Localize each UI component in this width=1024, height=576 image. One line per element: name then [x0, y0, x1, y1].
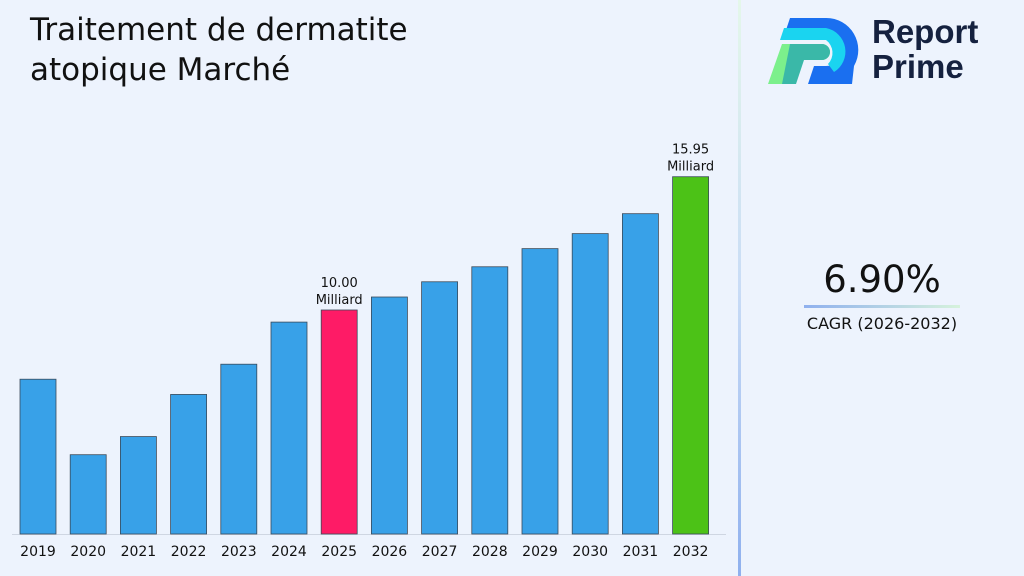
chart-title: Traitement de dermatite atopique Marché	[30, 12, 408, 88]
data-label-value: 15.95	[672, 143, 709, 158]
bar-2031	[622, 213, 659, 535]
bar-2019	[19, 378, 57, 535]
cagr-label: CAGR (2026-2032)	[806, 314, 958, 333]
x-tick-label: 2030	[572, 544, 608, 560]
data-label-value: 10.00	[321, 276, 358, 291]
bar-chart: 2019 2020 2021 2022 2023 2024 2025 10.00 Milliar…	[12, 143, 726, 560]
bar-2030	[571, 233, 609, 535]
bar-2024	[270, 321, 308, 535]
x-tick-label: 2026	[372, 544, 408, 560]
cagr-value: 6.90%	[823, 258, 941, 301]
data-label-unit: Milliard	[667, 160, 714, 175]
x-tick-label: 2028	[472, 544, 508, 560]
logo-line1: Report	[872, 13, 979, 50]
x-tick-label: 2021	[121, 544, 157, 560]
x-tick-label: 2020	[70, 544, 106, 560]
bar-2029	[521, 248, 559, 535]
bar-2026	[370, 296, 408, 535]
x-tick-label: 2022	[171, 544, 207, 560]
bar-2022	[170, 394, 208, 535]
x-tick-label: 2029	[522, 544, 558, 560]
x-tick-label: 2031	[623, 544, 659, 560]
bar-2025	[320, 309, 358, 535]
x-tick-label: 2032	[673, 544, 709, 560]
bar-2032	[672, 176, 709, 535]
x-tick-label: 2019	[20, 544, 56, 560]
divider	[738, 0, 741, 576]
bar-2027	[421, 281, 459, 535]
cagr-panel: 6.90% CAGR (2026-2032)	[790, 258, 974, 333]
data-label-unit: Milliard	[316, 293, 363, 308]
logo-text: Report Prime	[872, 14, 978, 84]
bar-2023	[220, 363, 258, 535]
logo-line2: Prime	[872, 48, 964, 85]
report-prime-logo	[768, 17, 859, 85]
x-tick-label: 2024	[271, 544, 307, 560]
cagr-underline	[804, 305, 960, 308]
x-tick-label: 2025	[321, 544, 357, 560]
bar-2028	[471, 266, 509, 535]
bar-2021	[120, 436, 157, 535]
x-tick-label: 2023	[221, 544, 257, 560]
x-tick-label: 2027	[422, 544, 458, 560]
bar-2020	[69, 454, 107, 535]
